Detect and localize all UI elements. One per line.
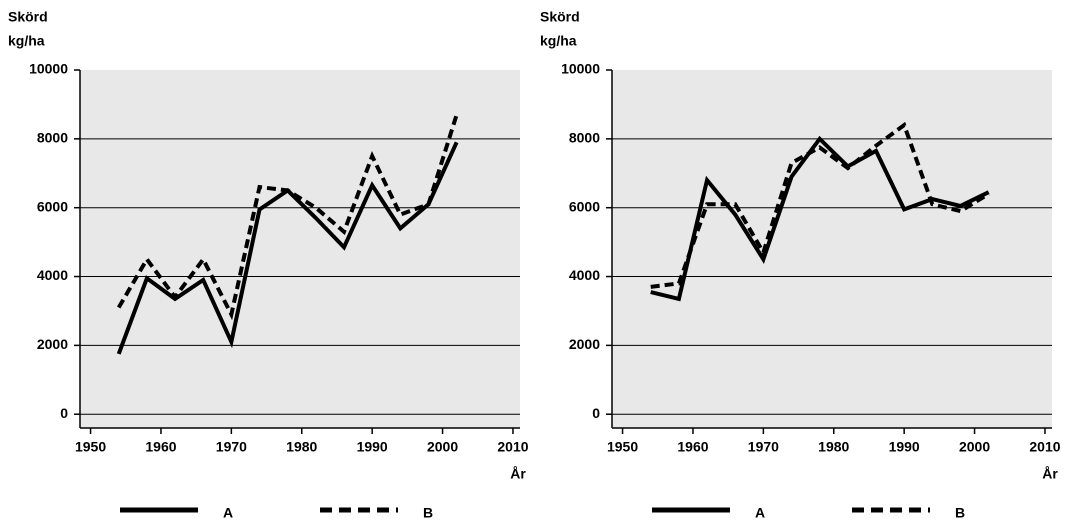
x-tick-label: 1990 — [357, 439, 388, 455]
y-axis-label: kg/ha — [540, 33, 577, 49]
y-tick-label: 0 — [592, 405, 600, 421]
data-line — [650, 121, 990, 289]
plot-area — [612, 70, 1052, 428]
legend-label: A — [223, 505, 233, 521]
legend-label: B — [955, 505, 965, 521]
x-tick-label: 1990 — [889, 439, 920, 455]
x-tick-label: 1950 — [75, 439, 106, 455]
y-tick-label: 10000 — [561, 61, 600, 77]
y-tick-label: 8000 — [37, 130, 68, 146]
y-tick-label: 0 — [60, 405, 68, 421]
y-tick-label: 4000 — [37, 267, 68, 283]
x-tick-label: 1980 — [818, 439, 849, 455]
y-tick-label: 4000 — [569, 267, 600, 283]
x-tick-label: 1980 — [286, 439, 317, 455]
data-line — [116, 114, 459, 321]
x-tick-label: 2000 — [427, 439, 458, 455]
x-tick-label: 1960 — [145, 439, 176, 455]
y-tick-label: 8000 — [569, 130, 600, 146]
y-tick-label: 2000 — [569, 336, 600, 352]
x-tick-label: 2010 — [497, 439, 528, 455]
y-tick-label: 10000 — [29, 61, 68, 77]
legend-label: B — [423, 505, 433, 521]
x-tick-label: 2010 — [1029, 439, 1060, 455]
x-axis-label: År — [510, 466, 526, 482]
y-axis-label: kg/ha — [8, 33, 45, 49]
x-axis-label: År — [1042, 466, 1058, 482]
y-axis-label: Skörd — [540, 9, 580, 25]
y-axis-label: Skörd — [8, 9, 48, 25]
x-tick-label: 2000 — [959, 439, 990, 455]
x-tick-label: 1960 — [677, 439, 708, 455]
x-tick-label: 1970 — [216, 439, 247, 455]
y-tick-label: 6000 — [569, 198, 600, 214]
legend-label: A — [755, 505, 765, 521]
x-tick-label: 1970 — [748, 439, 779, 455]
plot-area — [80, 70, 520, 428]
y-tick-label: 6000 — [37, 198, 68, 214]
x-tick-label: 1950 — [607, 439, 638, 455]
y-tick-label: 2000 — [37, 336, 68, 352]
